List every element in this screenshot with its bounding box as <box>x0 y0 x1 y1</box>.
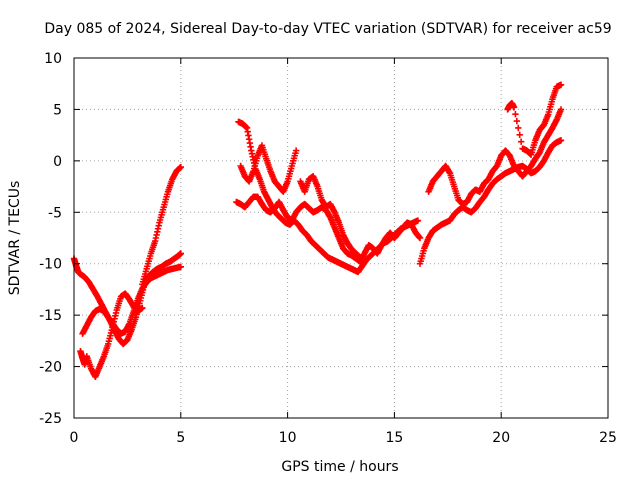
series-trace-j <box>425 106 565 208</box>
data-point <box>416 234 424 242</box>
data-point <box>139 304 146 312</box>
y-tick-label: -20 <box>39 360 62 376</box>
data-point <box>510 104 518 111</box>
series-trace-k <box>504 81 565 158</box>
y-tick-label: 10 <box>44 51 62 67</box>
x-tick-label: 10 <box>279 430 297 446</box>
series-trace-f <box>235 118 422 276</box>
y-tick-label: 0 <box>53 154 62 170</box>
data-point <box>512 111 519 118</box>
y-tick-label: -15 <box>39 308 62 324</box>
y-axis-label: SDTVAR / TECUs <box>7 181 23 296</box>
ticks-layer: 0 5 10 15 20 25 -25 -20 -15 -10 -5 0 5 10 <box>39 51 617 446</box>
chart-title: Day 085 of 2024, Sidereal Day-to-day VTE… <box>44 21 611 37</box>
data-point <box>516 131 523 138</box>
y-tick-label: 5 <box>53 102 62 118</box>
data-point <box>177 250 184 257</box>
y-tick-label: -5 <box>48 205 62 221</box>
data-point <box>517 138 525 145</box>
y-tick-label: -25 <box>39 411 62 427</box>
series-trace-c <box>77 290 146 381</box>
data-point <box>177 163 184 171</box>
x-axis-label: GPS time / hours <box>281 459 398 475</box>
data-point <box>414 217 422 224</box>
series-trace-h <box>297 173 368 265</box>
series-trace-g <box>237 142 300 195</box>
data-point <box>557 81 565 88</box>
data-point <box>557 106 565 113</box>
x-tick-label: 5 <box>176 430 185 446</box>
series-trace-d <box>139 163 184 288</box>
x-tick-label: 0 <box>70 430 79 446</box>
data-point <box>557 137 565 144</box>
data-point <box>515 124 522 132</box>
y-tick-label: -10 <box>39 257 62 273</box>
plot-frame <box>73 57 609 419</box>
points-layer <box>70 81 565 381</box>
data-point <box>177 263 184 270</box>
x-tick-label: 25 <box>599 430 617 446</box>
data-point <box>361 258 368 265</box>
x-tick-label: 20 <box>492 430 510 446</box>
x-tick-label: 15 <box>385 430 403 446</box>
data-point <box>513 117 521 125</box>
data-point <box>292 147 300 154</box>
